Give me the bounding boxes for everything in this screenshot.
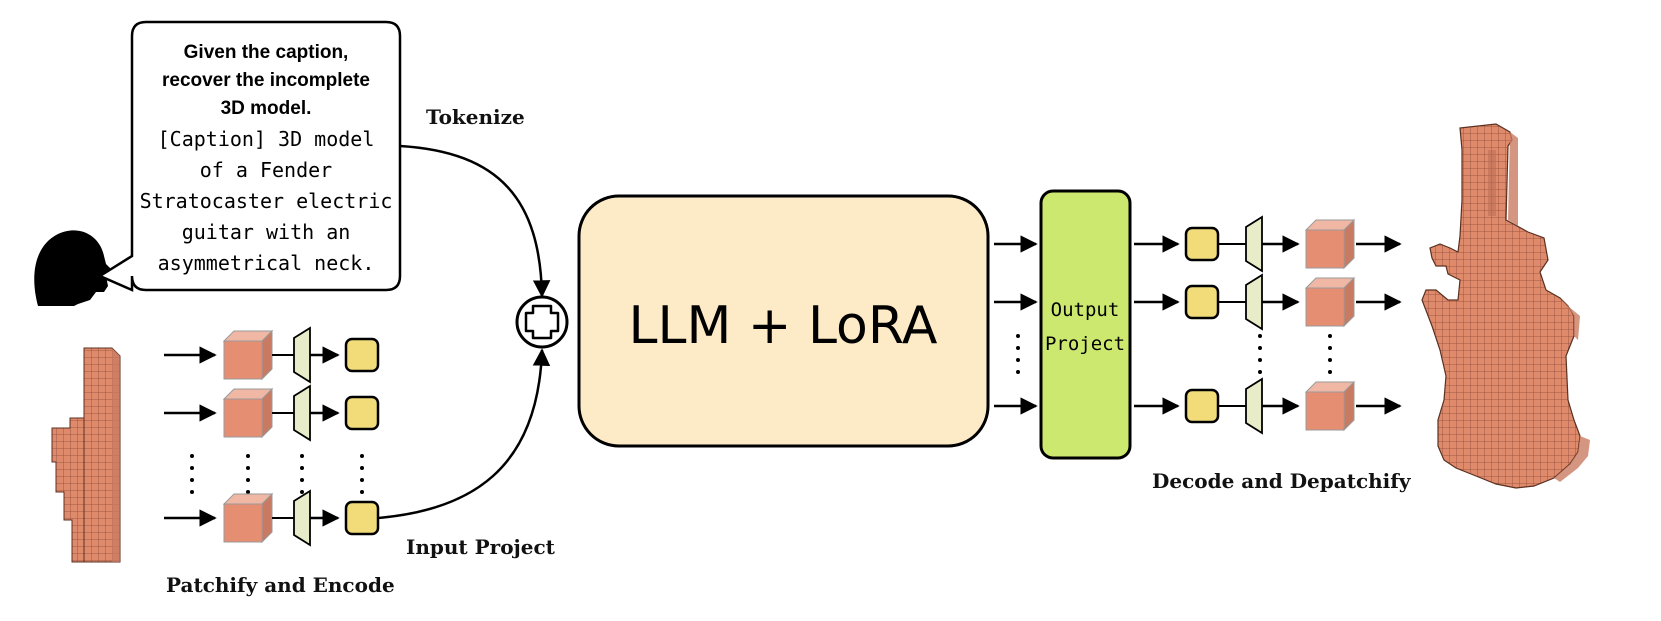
caption-line-2: of a Fender (200, 158, 332, 182)
encoder-icon (293, 385, 311, 441)
input-token-icon (344, 337, 380, 373)
decode-label: Decode and Depatchify (1152, 469, 1412, 493)
tokenize-label: Tokenize (426, 105, 525, 129)
output-project-label-1: Output (1051, 299, 1120, 321)
patchify-label: Patchify and Encode (166, 573, 395, 597)
tokenize-arrow (399, 144, 551, 298)
input-project-arrow (377, 348, 551, 520)
instruction-line-1: Given the caption, (184, 42, 349, 63)
encoder-icon (293, 490, 311, 546)
speaking-head-icon (34, 230, 114, 306)
patch-cube-icon (223, 388, 273, 438)
caption-line-3: Stratocaster electric (140, 189, 393, 213)
output-project-box (1039, 189, 1132, 460)
decoder-icon (1245, 274, 1263, 330)
speech-bubble: Given the caption, recover the incomplet… (97, 20, 402, 292)
output-cube-icon (1305, 277, 1355, 327)
instruction-line-3: 3D model. (221, 98, 312, 119)
output-token-icon (1184, 226, 1220, 262)
output-token-icon (1184, 284, 1220, 320)
input-project-label: Input Project (406, 535, 556, 559)
llm-label: LLM + LoRA (629, 296, 938, 356)
output-decode-row-1 (1134, 216, 1402, 272)
circled-plus-icon (515, 295, 569, 349)
input-token-icon (344, 395, 380, 431)
caption-line-4: guitar with an (182, 220, 351, 244)
partial-guitar-voxel-icon (51, 347, 121, 563)
patch-cube-icon (223, 493, 273, 543)
decoder-icon (1245, 216, 1263, 272)
input-patch-row-1 (164, 327, 380, 383)
llm-output-ellipsis (1016, 334, 1020, 374)
output-ellipsis (1258, 334, 1332, 374)
input-token-icon (344, 500, 380, 536)
caption-line-1: [Caption] 3D model (158, 127, 375, 151)
output-decode-row-3 (1134, 378, 1402, 434)
encoder-icon (293, 327, 311, 383)
instruction-line-2: recover the incomplete (162, 70, 370, 91)
caption-line-5: asymmetrical neck. (158, 251, 375, 275)
output-decode-row-2 (1134, 274, 1402, 330)
input-patch-row-3 (164, 490, 380, 546)
output-cube-icon (1305, 381, 1355, 431)
input-patch-row-2 (164, 385, 380, 441)
output-cube-icon (1305, 219, 1355, 269)
llm-box (577, 194, 990, 448)
input-ellipsis (190, 454, 364, 494)
output-project-label-2: Project (1045, 333, 1125, 355)
complete-guitar-voxel-icon (1421, 123, 1590, 489)
output-token-icon (1184, 388, 1220, 424)
decoder-icon (1245, 378, 1263, 434)
patch-cube-icon (223, 330, 273, 380)
